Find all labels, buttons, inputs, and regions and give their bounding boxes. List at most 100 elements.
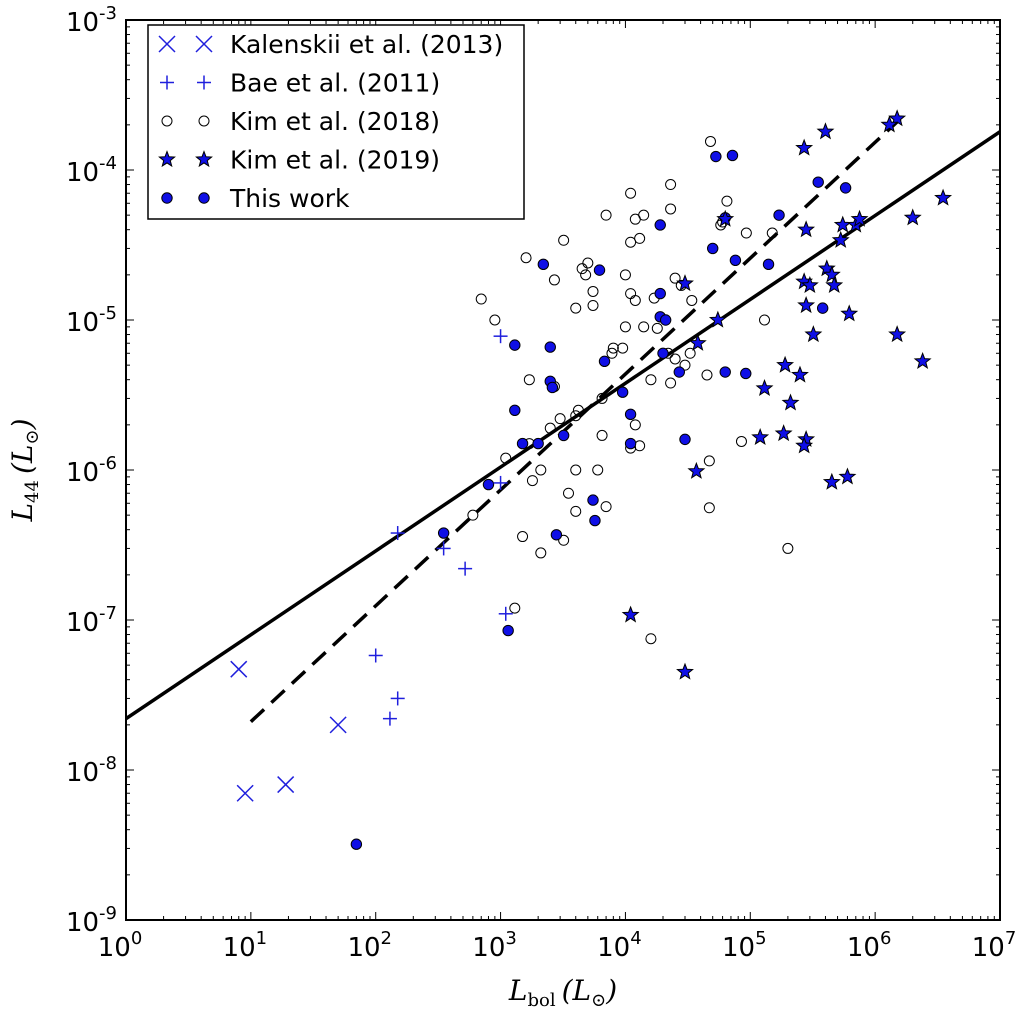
y-tick-label: 10-7 (66, 603, 117, 638)
legend-entry: Kim et al. (2019) (158, 146, 440, 175)
legend-entry: Kim et al. (2018) (161, 107, 440, 136)
data-point (708, 310, 727, 328)
data-point (673, 366, 685, 378)
data-point (390, 526, 405, 541)
data-point (523, 374, 535, 386)
data-point (587, 285, 599, 297)
data-point (638, 321, 650, 333)
legend-label: Kim et al. (2019) (230, 146, 440, 175)
data-point (913, 351, 932, 369)
data-point (679, 433, 691, 446)
y-tick-label: 10-6 (66, 453, 117, 488)
legend-box (147, 24, 525, 220)
data-point (934, 188, 953, 206)
data-point (676, 662, 694, 680)
data-point (537, 258, 550, 271)
legend-entry: Kalenskii et al. (2013) (158, 30, 503, 59)
data-point (230, 660, 248, 678)
data-point (624, 408, 637, 421)
data-point (277, 776, 295, 794)
data-point (458, 561, 473, 576)
data-point (557, 429, 570, 442)
data-point (625, 236, 637, 248)
x-tick-label: 106 (847, 928, 892, 963)
data-point (816, 122, 835, 140)
data-point (498, 606, 513, 621)
data-point (676, 274, 694, 292)
data-point (350, 838, 363, 850)
dashed-fit-line (249, 117, 902, 723)
y-tick-label: 10-9 (66, 903, 117, 938)
data-point (634, 232, 646, 244)
x-tick-label: 102 (347, 928, 392, 963)
data-point (489, 314, 501, 326)
data-point (517, 531, 529, 543)
data-point (638, 209, 650, 221)
data-point (645, 633, 657, 645)
data-point (716, 209, 735, 227)
data-point (704, 135, 716, 147)
data-point (657, 347, 669, 359)
data-point (570, 302, 582, 314)
data-point (563, 487, 575, 499)
data-point (688, 333, 707, 351)
data-point (493, 475, 508, 490)
data-point (665, 179, 677, 191)
y-tick-label: 10-3 (66, 3, 117, 38)
data-point (740, 227, 752, 239)
data-point (592, 464, 604, 476)
x-tick-label: 100 (98, 928, 143, 963)
data-point (888, 325, 907, 343)
data-point (804, 325, 823, 343)
legend-marker (195, 35, 213, 53)
data-point (850, 209, 869, 227)
y-tick-label: 10-8 (66, 753, 117, 788)
data-point (546, 381, 559, 394)
data-point (774, 424, 793, 442)
data-point (572, 404, 584, 416)
data-point (781, 393, 800, 411)
data-point (816, 302, 829, 314)
data-point (535, 547, 547, 559)
data-point (665, 377, 677, 389)
legend-marker (158, 150, 176, 168)
legend-marker (158, 35, 176, 53)
data-point (570, 464, 582, 476)
data-point (838, 467, 857, 485)
data-point (617, 342, 629, 354)
data-point (719, 366, 731, 378)
data-point (795, 138, 814, 156)
data-point (701, 369, 713, 381)
data-point (616, 386, 629, 398)
data-point (710, 150, 722, 163)
data-point (390, 691, 405, 706)
legend-marker (160, 75, 174, 90)
data-point (582, 257, 594, 269)
data-point (669, 272, 681, 284)
data-point (548, 274, 560, 286)
data-point (706, 242, 719, 255)
data-point (558, 534, 570, 546)
x-axis-label: Lbol (L⊙) (508, 974, 617, 1011)
data-point (669, 353, 681, 365)
data-point (839, 182, 852, 194)
legend-marker (198, 192, 210, 204)
legend-marker (161, 192, 173, 204)
x-tick-label: 103 (472, 928, 517, 963)
data-point (532, 437, 544, 450)
data-point (502, 624, 514, 637)
data-point (436, 541, 451, 556)
data-point (791, 365, 809, 383)
data-point (619, 321, 631, 333)
data-point (684, 347, 696, 359)
data-point (822, 265, 841, 283)
data-point (329, 716, 347, 734)
data-point (596, 392, 608, 404)
x-tick-label: 105 (722, 928, 767, 963)
data-point (437, 527, 450, 539)
data-point (580, 269, 592, 281)
x-tick-label: 101 (223, 928, 268, 963)
data-point (570, 505, 582, 517)
